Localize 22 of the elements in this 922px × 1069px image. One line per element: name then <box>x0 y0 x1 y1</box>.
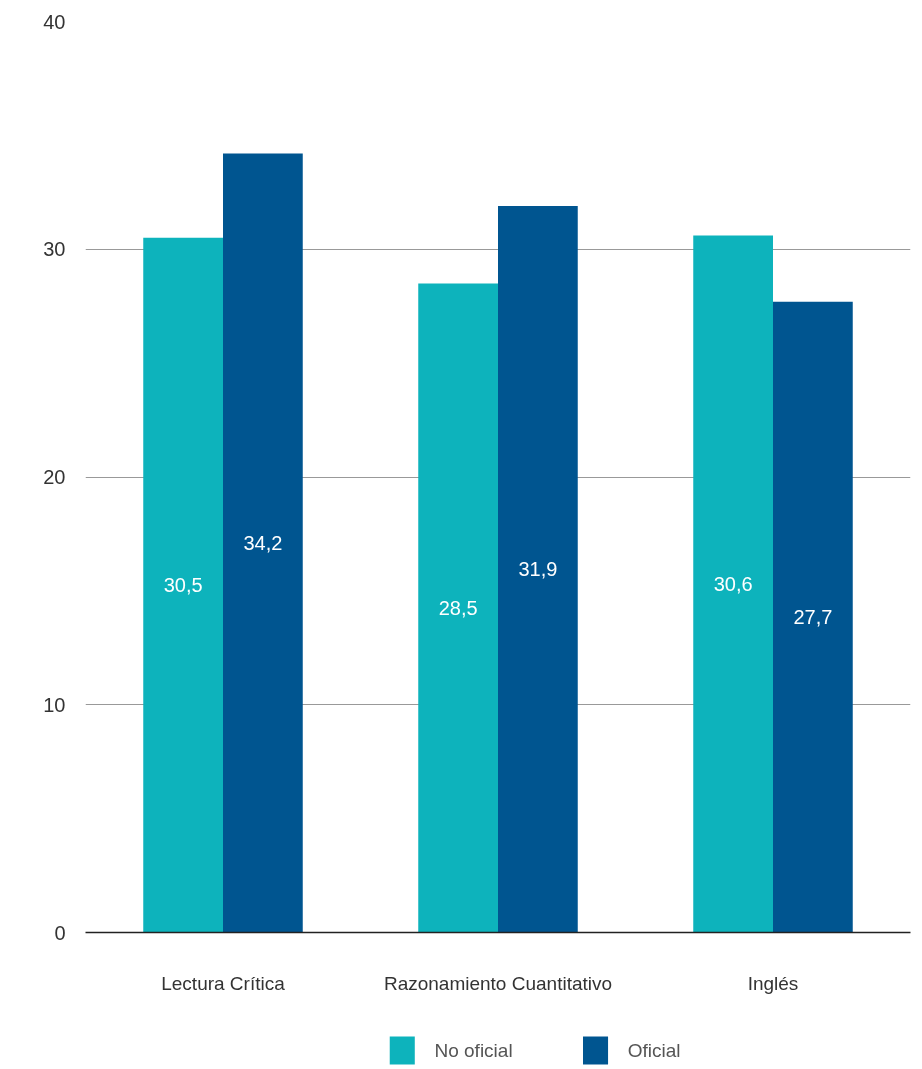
data-label: 27,7 <box>793 606 833 629</box>
data-label: 34,2 <box>243 532 283 555</box>
x-tick-label: Inglés <box>747 972 799 994</box>
data-label: 28,5 <box>438 596 478 619</box>
y-tick-label: 40 <box>43 10 66 33</box>
bar <box>143 237 223 933</box>
y-tick-label: 30 <box>43 238 66 261</box>
bar <box>418 283 498 933</box>
x-tick-label: Lectura Crítica <box>161 972 286 994</box>
legend-label: Oficial <box>627 1040 681 1061</box>
x-tick-label: Razonamiento Cuantitativo <box>383 972 613 994</box>
legend-label: No oficial <box>434 1040 513 1061</box>
y-tick-label: 0 <box>54 921 66 944</box>
data-label: 30,6 <box>713 573 753 596</box>
bar <box>498 205 578 933</box>
y-tick-label: 10 <box>43 693 66 716</box>
data-label: 30,5 <box>163 574 203 597</box>
bar <box>223 153 303 933</box>
bar <box>693 235 773 933</box>
data-label: 31,9 <box>518 558 558 581</box>
y-tick-label: 20 <box>43 466 66 488</box>
bar <box>773 301 853 933</box>
